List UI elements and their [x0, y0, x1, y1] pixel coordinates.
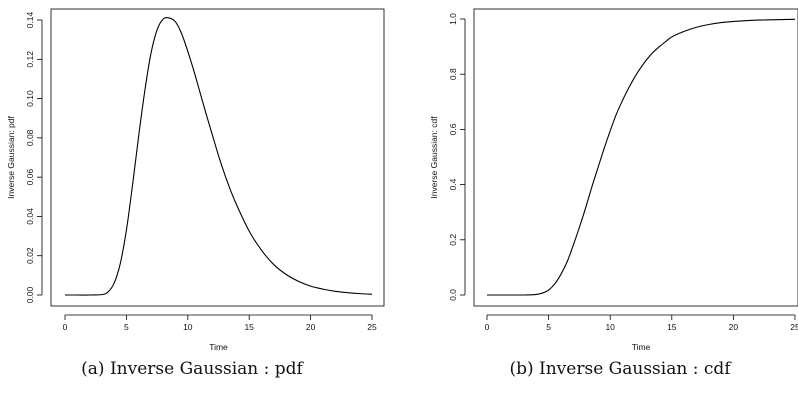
- panel-pdf: 0 5 10 15 20 25 0.00 0.02 0.04 0.06 0.08 0.10 0.12 0.…: [6, 8, 385, 379]
- y-tick-label: 0.08: [25, 129, 35, 146]
- x-tick-label: 10: [605, 322, 615, 332]
- x-tick-label: 5: [124, 322, 129, 332]
- x-tick-label: 0: [63, 322, 68, 332]
- figure-caption: (b) Inverse Gaussian : cdf: [509, 359, 732, 379]
- y-tick-label: 0.04: [25, 208, 35, 225]
- y-tick-label: 0.00: [25, 286, 35, 303]
- x-axis-title: Time: [632, 342, 651, 352]
- x-tick-label: 10: [183, 322, 193, 332]
- x-axis-title: Time: [209, 342, 228, 352]
- y-tick-label: 0.0: [448, 289, 458, 301]
- plot-frame: [473, 8, 798, 307]
- figure-caption: (a) Inverse Gaussian : pdf: [81, 359, 304, 379]
- y-tick-label: 0.14: [25, 11, 35, 28]
- y-axis-title: Inverse Gaussian: cdf: [429, 116, 439, 199]
- x-tick-label: 25: [367, 322, 377, 332]
- y-tick-label: 0.02: [25, 247, 35, 264]
- y-tick-label: 0.06: [25, 169, 35, 186]
- y-tick-label: 0.2: [448, 234, 458, 246]
- x-tick-label: 20: [729, 322, 739, 332]
- x-tick-label: 5: [546, 322, 551, 332]
- y-tick-label: 0.4: [448, 178, 458, 190]
- y-tick-label: 1.0: [448, 13, 458, 25]
- series-line: [487, 18, 796, 296]
- x-tick-label: 0: [485, 322, 490, 332]
- y-axis-title: Inverse Gaussian: pdf: [6, 116, 16, 199]
- x-tick-label: 15: [244, 322, 254, 332]
- series-line: [65, 17, 373, 296]
- y-tick-label: 0.12: [25, 51, 35, 68]
- plot-frame: [50, 8, 385, 307]
- x-tick-label: 20: [306, 322, 316, 332]
- y-tick-label: 0.10: [25, 90, 35, 107]
- y-tick-label: 0.8: [448, 68, 458, 80]
- x-tick-label: 15: [667, 322, 677, 332]
- x-tick-label: 25: [790, 322, 798, 332]
- panel-cdf: 0 5 10 15 20 25 0.0 0.2 0.4 0.6 0.8 1.0 Time Inverse …: [429, 8, 798, 379]
- y-tick-label: 0.6: [448, 123, 458, 135]
